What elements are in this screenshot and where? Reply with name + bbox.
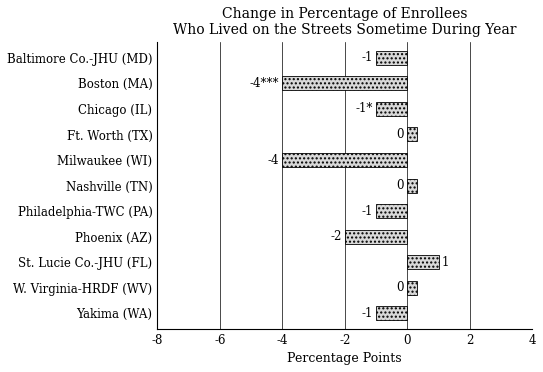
- Bar: [407, 179, 416, 193]
- Bar: [345, 230, 407, 244]
- Text: -1*: -1*: [356, 102, 373, 115]
- Text: -4***: -4***: [250, 77, 279, 90]
- Bar: [376, 102, 407, 116]
- Text: -1: -1: [362, 205, 373, 218]
- Text: -4: -4: [268, 154, 279, 167]
- Bar: [407, 281, 416, 295]
- Text: 0: 0: [397, 128, 404, 141]
- Bar: [376, 204, 407, 218]
- X-axis label: Percentage Points: Percentage Points: [287, 352, 402, 365]
- Text: 1: 1: [441, 256, 449, 269]
- Title: Change in Percentage of Enrollees
Who Lived on the Streets Sometime During Year: Change in Percentage of Enrollees Who Li…: [173, 7, 516, 37]
- Bar: [376, 51, 407, 65]
- Bar: [282, 76, 407, 90]
- Bar: [407, 128, 416, 141]
- Text: 0: 0: [397, 179, 404, 192]
- Bar: [376, 306, 407, 320]
- Text: -2: -2: [330, 230, 342, 243]
- Bar: [407, 255, 439, 269]
- Text: -1: -1: [362, 307, 373, 320]
- Text: 0: 0: [397, 281, 404, 294]
- Text: -1: -1: [362, 51, 373, 64]
- Bar: [282, 153, 407, 167]
